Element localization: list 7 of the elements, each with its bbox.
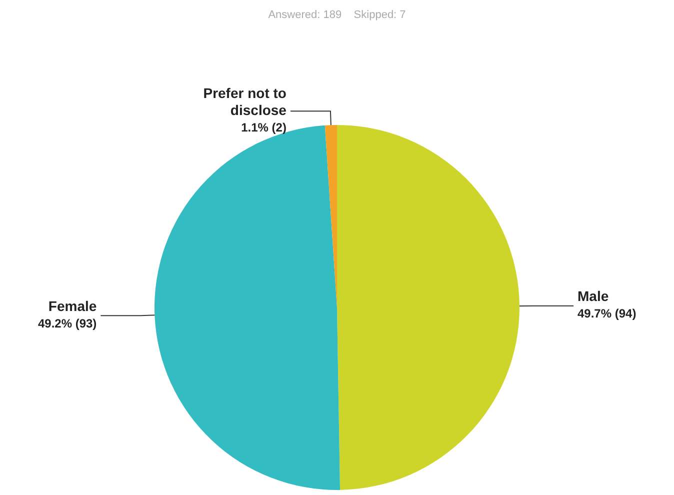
data-label: 49.2% (93) [38,316,97,330]
slice-label: Female [48,298,97,314]
chart-subtitle: Answered: 189 Skipped: 7 [267,8,407,23]
slice-label: Male [577,288,609,304]
data-label: 49.7% (94) [577,306,636,321]
slice-label: Prefer not to disclose [203,84,287,118]
data-label: 1.1% (2) [241,120,286,134]
